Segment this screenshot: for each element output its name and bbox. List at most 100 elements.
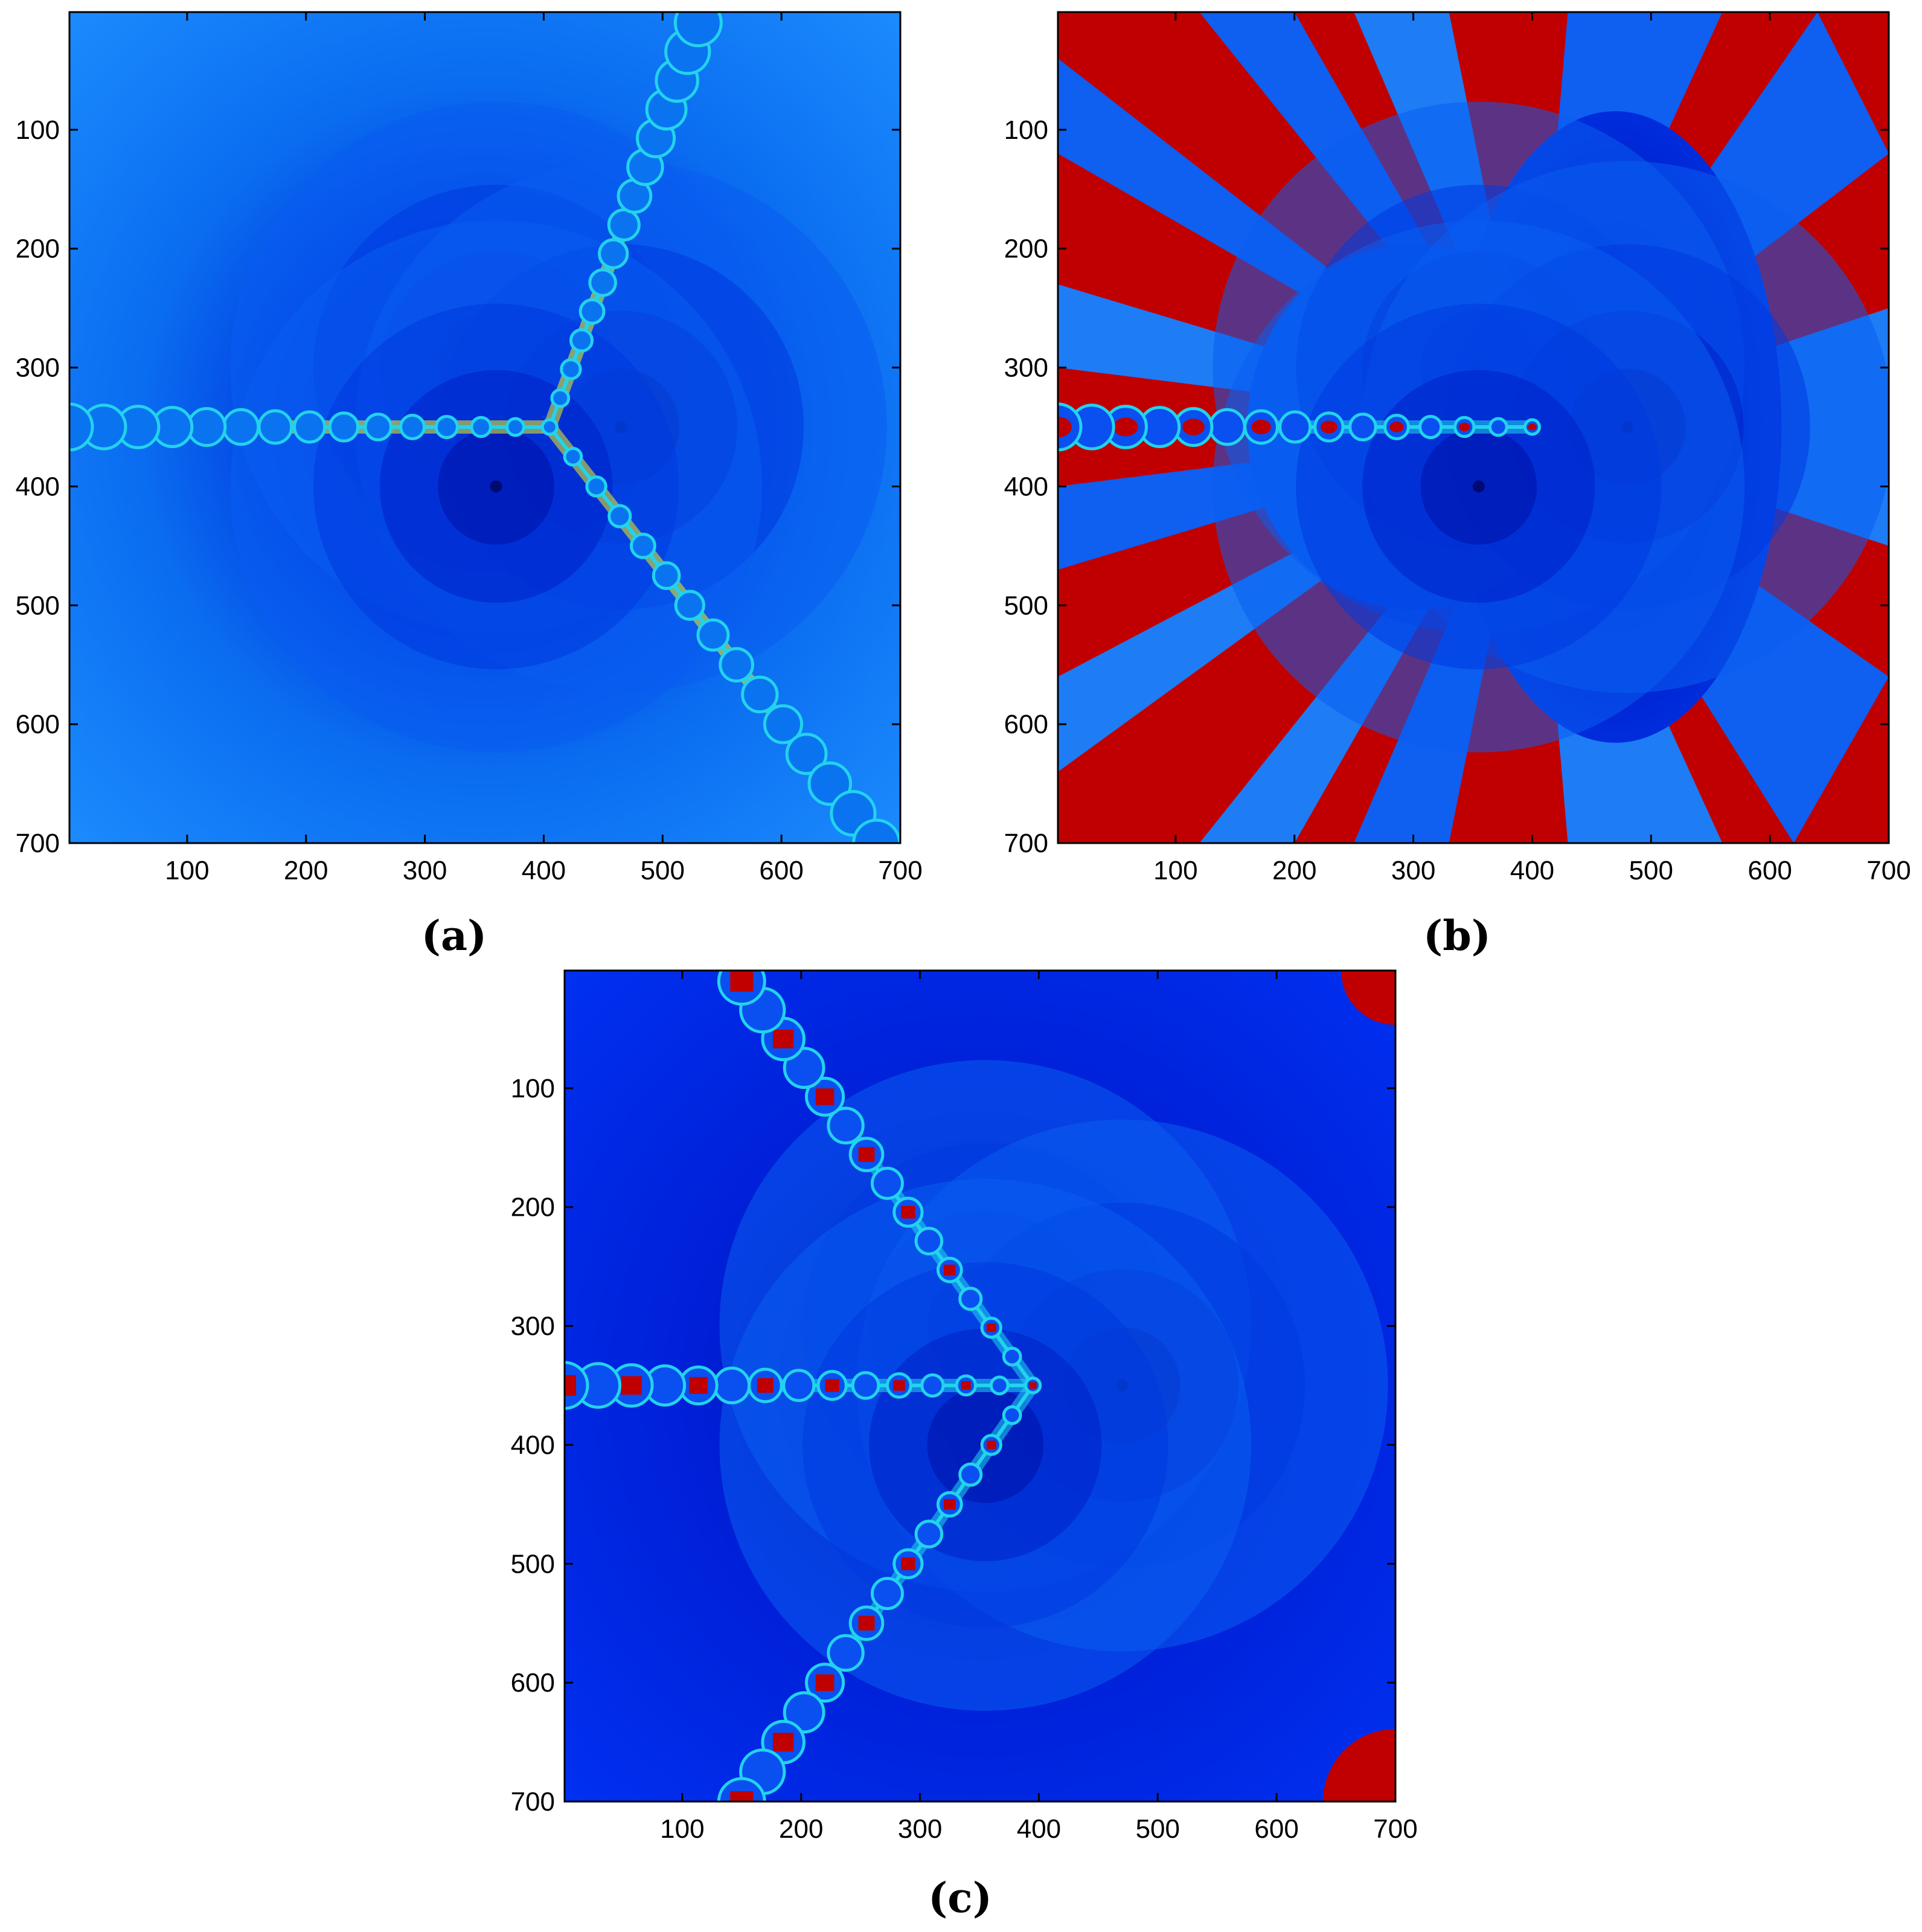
boundary-bubble: [470, 416, 492, 438]
boundary-bubble: [696, 618, 730, 652]
axes-b: 100 200 300 400 500 600 700 100 200 300 400 500 600 7…: [1004, 11, 1911, 885]
x-tick-label: 100: [1153, 856, 1197, 885]
panel-a: 100 200 300 400 500 600 700 100 200 300 400 500 600 7…: [16, 11, 923, 960]
attractor-point: [490, 480, 502, 493]
boundary-bubble: [741, 675, 779, 714]
divergent-dot: [1320, 420, 1337, 434]
divergent-dot: [901, 1205, 915, 1219]
boundary-bubble: [607, 208, 641, 242]
y-tick-label: 100: [1004, 115, 1048, 145]
boundary-bubble: [782, 1369, 816, 1402]
boundary-bubble: [578, 298, 606, 325]
y-tick-label: 500: [511, 1549, 555, 1579]
y-tick-label: 100: [511, 1074, 555, 1103]
boundary-bubble: [870, 1166, 904, 1200]
x-tick-label: 200: [1272, 856, 1316, 885]
boundary-bubble: [827, 1106, 865, 1144]
axes-frame: [1057, 11, 1890, 844]
x-tick-label: 700: [1373, 1814, 1417, 1844]
boundary-bubble: [585, 475, 607, 498]
y-tick-label: 300: [1004, 353, 1048, 383]
divergent-dot: [1029, 1382, 1037, 1389]
boundary-bubble: [652, 561, 681, 590]
panel-caption-a: (a): [421, 912, 487, 960]
divergent-dot: [773, 1029, 794, 1048]
y-tick-label: 200: [16, 234, 60, 264]
boundary-bubble: [914, 1227, 944, 1256]
divergent-dot: [773, 1733, 794, 1752]
divergent-corner: [1341, 971, 1395, 1025]
axes-a: 100 200 300 400 500 600 700 100 200 300 400 500 600 7…: [16, 11, 923, 885]
panel-caption-b: (b): [1423, 912, 1491, 960]
x-tick-label: 100: [660, 1814, 704, 1844]
boundary-bubble: [1002, 1346, 1022, 1367]
x-tick-label: 600: [759, 856, 803, 885]
x-tick-label: 300: [1391, 856, 1435, 885]
x-tick-label: 100: [165, 856, 209, 885]
divergent-dot: [1182, 419, 1205, 435]
divergent-dot: [815, 1088, 834, 1105]
boundary-bubble: [69, 402, 94, 452]
boundary-bubble: [1418, 414, 1443, 440]
divergent-dot: [757, 1378, 774, 1393]
boundary-bubble: [560, 358, 582, 380]
divergent-dot: [858, 1147, 875, 1162]
y-tick-label: 300: [16, 353, 60, 383]
x-tick-label: 300: [403, 856, 447, 885]
divergent-dot: [730, 1791, 754, 1802]
y-tick-label: 400: [16, 472, 60, 501]
boundary-bubble: [505, 417, 525, 437]
heatmap-plot-c: [565, 971, 1395, 1802]
boundary-bubble: [958, 1286, 983, 1311]
x-tick-label: 200: [284, 856, 328, 885]
y-tick-label: 700: [16, 829, 60, 858]
divergent-dot: [730, 971, 754, 992]
y-tick-label: 500: [1004, 591, 1048, 620]
heatmap-plot-b: [1058, 12, 1889, 843]
boundary-bubble: [673, 12, 723, 48]
boundary-bubble: [989, 1375, 1010, 1396]
y-tick-label: 400: [1004, 472, 1048, 501]
y-tick-label: 100: [16, 115, 60, 145]
x-tick-label: 700: [878, 856, 922, 885]
y-tick-label: 600: [511, 1668, 555, 1698]
divergent-dot: [815, 1674, 834, 1691]
boundary-bubble: [550, 388, 571, 408]
divergent-dot: [944, 1265, 956, 1276]
y-tick-label: 600: [1004, 710, 1048, 739]
boundary-bubble: [870, 1577, 904, 1611]
boundary-bubble: [914, 1520, 944, 1548]
boundary-bubble: [607, 504, 632, 528]
divergent-dot: [901, 1557, 915, 1570]
axes-c: 100 200 300 400 500 600 700 100 200 300 400 500 600 7…: [511, 969, 1418, 1844]
axes-frame: [563, 969, 1397, 1803]
divergent-dot: [1058, 416, 1072, 438]
panel-b: 100 200 300 400 500 600 700 100 200 300 400 500 600 7…: [1004, 11, 1911, 960]
x-tick-label: 300: [898, 1814, 942, 1844]
boundary-bubble: [588, 268, 617, 297]
boundary-bubble: [852, 818, 900, 843]
boundary-bubble: [399, 414, 426, 440]
boundary-bubble: [1208, 408, 1246, 446]
boundary-bubble: [328, 411, 360, 443]
y-tick-label: 700: [511, 1787, 555, 1817]
y-tick-label: 200: [511, 1193, 555, 1222]
boundary-bubble: [563, 446, 583, 467]
x-tick-label: 200: [779, 1814, 823, 1844]
boundary-bubble: [827, 1634, 865, 1672]
boundary-bubble: [958, 1462, 983, 1487]
y-tick-label: 500: [16, 591, 60, 620]
boundary-bubble: [719, 647, 754, 683]
y-tick-label: 600: [16, 710, 60, 739]
boundary-bubble: [1002, 1405, 1022, 1425]
boundary-bubble: [763, 704, 804, 745]
panel-c: 100 200 300 400 500 600 700 100 200 300 400 500 600 7…: [511, 969, 1418, 1922]
boundary-bubble: [569, 328, 594, 353]
boundary-bubble: [1488, 417, 1508, 437]
divergent-dot: [944, 1499, 956, 1510]
boundary-bubble: [713, 1366, 751, 1405]
y-tick-label: 700: [1004, 829, 1048, 858]
x-tick-label: 500: [641, 856, 685, 885]
divergent-dot: [986, 1323, 996, 1332]
